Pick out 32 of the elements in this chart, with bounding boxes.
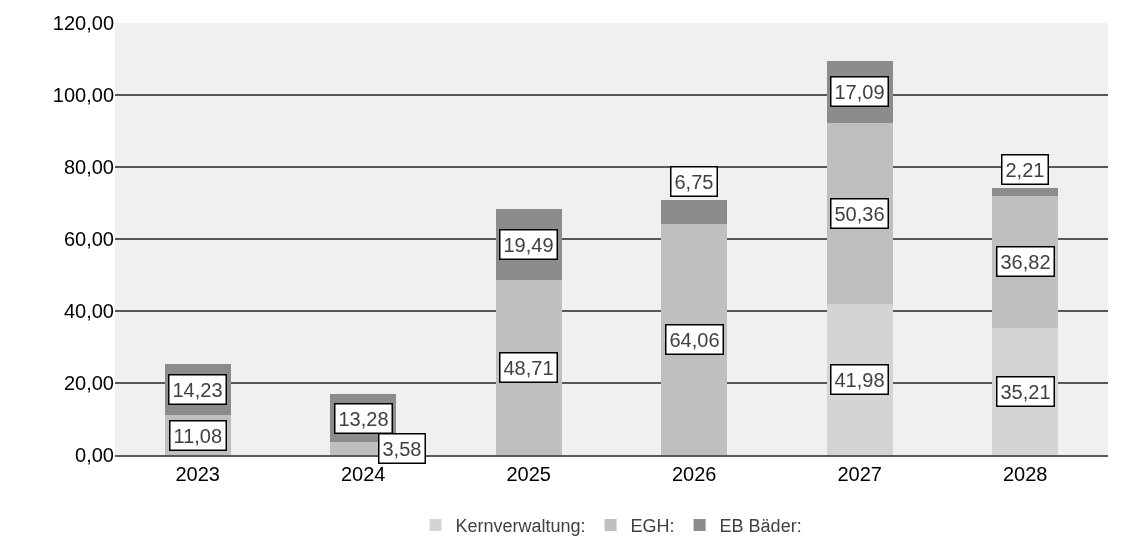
x-tick-label: 2023 <box>175 462 220 485</box>
data-label: 3,58 <box>382 437 422 460</box>
data-label: 41,98 <box>834 368 885 391</box>
data-label: 48,71 <box>503 356 554 379</box>
data-label: 6,75 <box>674 170 714 193</box>
data-label: 13,28 <box>338 407 389 430</box>
data-label: 36,82 <box>1000 250 1051 273</box>
data-label: 35,21 <box>1000 380 1051 403</box>
y-tick-label: 80,00 <box>63 156 114 178</box>
x-tick-label: 2026 <box>672 462 717 485</box>
y-tick-label: 40,00 <box>63 300 114 322</box>
x-tick-label: 2024 <box>341 462 386 485</box>
x-tick-label: 2028 <box>1003 462 1048 485</box>
bar <box>661 200 728 225</box>
y-tick-label: 20,00 <box>63 372 114 394</box>
legend-label: EGH: <box>630 516 675 537</box>
y-tick-label: 0,00 <box>75 444 114 466</box>
x-tick-label: 2025 <box>506 462 551 485</box>
legend-label: Kernverwaltung: <box>455 516 586 537</box>
x-tick-label: 2027 <box>837 462 882 485</box>
legend-label: EB Bäder: <box>719 516 802 537</box>
data-label: 14,23 <box>172 378 223 401</box>
y-tick-label: 120,00 <box>52 12 114 34</box>
data-label: 50,36 <box>834 202 885 225</box>
y-tick-label: 60,00 <box>63 228 114 250</box>
data-label: 64,06 <box>669 328 720 351</box>
data-label: 17,09 <box>834 80 885 103</box>
data-label: 19,49 <box>503 233 554 256</box>
y-tick-label: 100,00 <box>52 84 114 106</box>
data-label: 11,08 <box>173 424 223 447</box>
data-label: 2,21 <box>1005 158 1045 181</box>
bar <box>992 187 1059 196</box>
